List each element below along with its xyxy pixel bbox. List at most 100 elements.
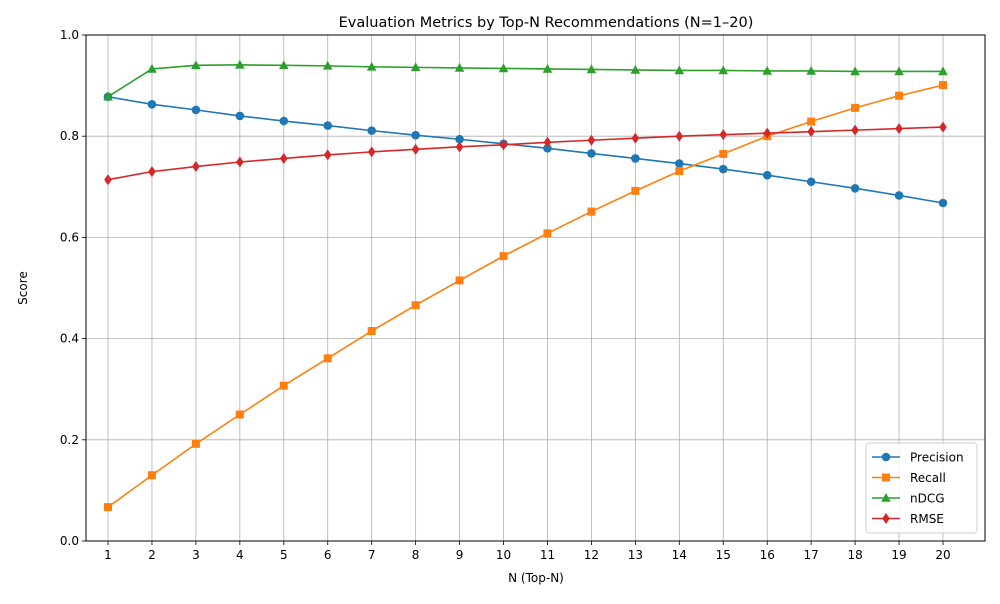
- data-point-rmse: [543, 136, 552, 148]
- data-point-rmse: [807, 126, 815, 138]
- data-point-recall: [104, 503, 112, 512]
- data-point-precision: [279, 116, 289, 126]
- plot-frame: [85, 34, 986, 542]
- data-point-rmse: [719, 129, 728, 141]
- series-ndcg: [103, 59, 948, 101]
- data-point-precision: [850, 184, 860, 193]
- x-tick-label: 1: [104, 548, 112, 562]
- data-point-rmse: [411, 143, 420, 155]
- data-point-rmse: [763, 127, 772, 139]
- data-point-precision: [367, 126, 376, 135]
- data-point-ndcg: [103, 91, 113, 101]
- data-point-ndcg: [938, 66, 948, 76]
- series-precision: [103, 92, 948, 208]
- legend-marker-precision: [881, 452, 891, 462]
- data-point-rmse: [148, 166, 156, 178]
- data-point-precision: [894, 191, 904, 200]
- data-point-ndcg: [454, 62, 465, 72]
- data-point-recall: [587, 207, 596, 216]
- series-line-recall: [107, 84, 944, 508]
- data-point-recall: [191, 439, 200, 448]
- y-tick-label: 0.6: [60, 230, 79, 244]
- data-point-precision: [323, 121, 333, 130]
- data-point-ndcg: [498, 63, 509, 73]
- data-point-precision: [587, 149, 596, 158]
- data-point-rmse: [104, 174, 112, 186]
- grid: [86, 34, 985, 542]
- data-point-recall: [631, 186, 640, 195]
- x-tick-label: 6: [324, 548, 332, 562]
- data-point-recall: [411, 301, 420, 310]
- data-point-rmse: [675, 130, 684, 142]
- legend-marker-ndcg: [881, 493, 891, 502]
- data-point-ndcg: [674, 65, 685, 75]
- x-tick-label: 14: [672, 548, 687, 562]
- data-point-rmse: [939, 121, 947, 133]
- data-point-recall: [719, 149, 728, 158]
- data-point-ndcg: [322, 60, 333, 70]
- data-point-ndcg: [850, 66, 860, 76]
- data-point-precision: [675, 159, 684, 168]
- data-point-rmse: [455, 141, 464, 153]
- x-tick-label: 9: [456, 548, 464, 562]
- series-rmse: [104, 121, 947, 186]
- x-tick-label: 8: [412, 548, 420, 562]
- data-point-ndcg: [806, 65, 816, 75]
- series-line-rmse: [107, 126, 944, 181]
- data-point-recall: [279, 381, 288, 390]
- data-point-rmse: [499, 139, 508, 151]
- data-point-ndcg: [586, 64, 597, 74]
- data-point-rmse: [631, 132, 640, 144]
- data-point-recall: [851, 103, 860, 112]
- series-line-precision: [107, 95, 944, 204]
- data-point-recall: [543, 229, 552, 238]
- data-point-rmse: [279, 152, 288, 164]
- x-tick-label: 17: [804, 548, 819, 562]
- data-point-rmse: [236, 156, 244, 168]
- y-tick-label: 0.8: [60, 129, 79, 143]
- data-point-rmse: [851, 124, 859, 136]
- x-axis-label: N (Top-N): [508, 571, 564, 585]
- y-tick-label: 1.0: [60, 28, 79, 42]
- x-tick-label: 5: [280, 548, 288, 562]
- legend-box: [865, 442, 978, 534]
- series-layer: [103, 59, 948, 512]
- data-point-ndcg: [366, 61, 377, 71]
- data-point-precision: [191, 105, 201, 115]
- legend-marker-recall: [882, 473, 890, 482]
- x-tick-label: 18: [847, 548, 862, 562]
- data-point-ndcg: [410, 62, 421, 72]
- data-point-recall: [147, 471, 156, 480]
- x-tick-label: 12: [584, 548, 599, 562]
- x-tick-label: 19: [891, 548, 906, 562]
- x-tick-label: 16: [760, 548, 775, 562]
- data-point-precision: [147, 100, 157, 109]
- data-point-rmse: [192, 161, 200, 173]
- data-point-recall: [455, 276, 464, 285]
- x-tick-label: 4: [236, 548, 244, 562]
- data-point-ndcg: [630, 64, 641, 74]
- data-point-recall: [675, 167, 684, 176]
- legend: Precision Recall nDCG RMSE: [865, 442, 978, 534]
- data-point-rmse: [323, 149, 332, 161]
- series-line-ndcg: [107, 64, 943, 98]
- legend-label-rmse: RMSE: [910, 512, 944, 526]
- data-point-precision: [235, 111, 245, 121]
- x-tick-label: 3: [192, 548, 200, 562]
- data-point-precision: [455, 134, 464, 144]
- data-point-recall: [939, 81, 947, 90]
- legend-label-recall: Recall: [910, 471, 946, 485]
- data-point-recall: [367, 327, 376, 336]
- data-point-ndcg: [235, 59, 245, 69]
- data-point-ndcg: [191, 60, 201, 70]
- data-point-precision: [938, 198, 948, 208]
- data-point-precision: [718, 164, 728, 174]
- data-point-recall: [323, 354, 332, 363]
- legend-marker-rmse: [882, 513, 890, 524]
- data-point-recall: [499, 252, 508, 261]
- chart-title: Evaluation Metrics by Top-N Recommendati…: [339, 15, 754, 31]
- x-tick-label: 13: [628, 548, 643, 562]
- data-point-precision: [806, 177, 816, 187]
